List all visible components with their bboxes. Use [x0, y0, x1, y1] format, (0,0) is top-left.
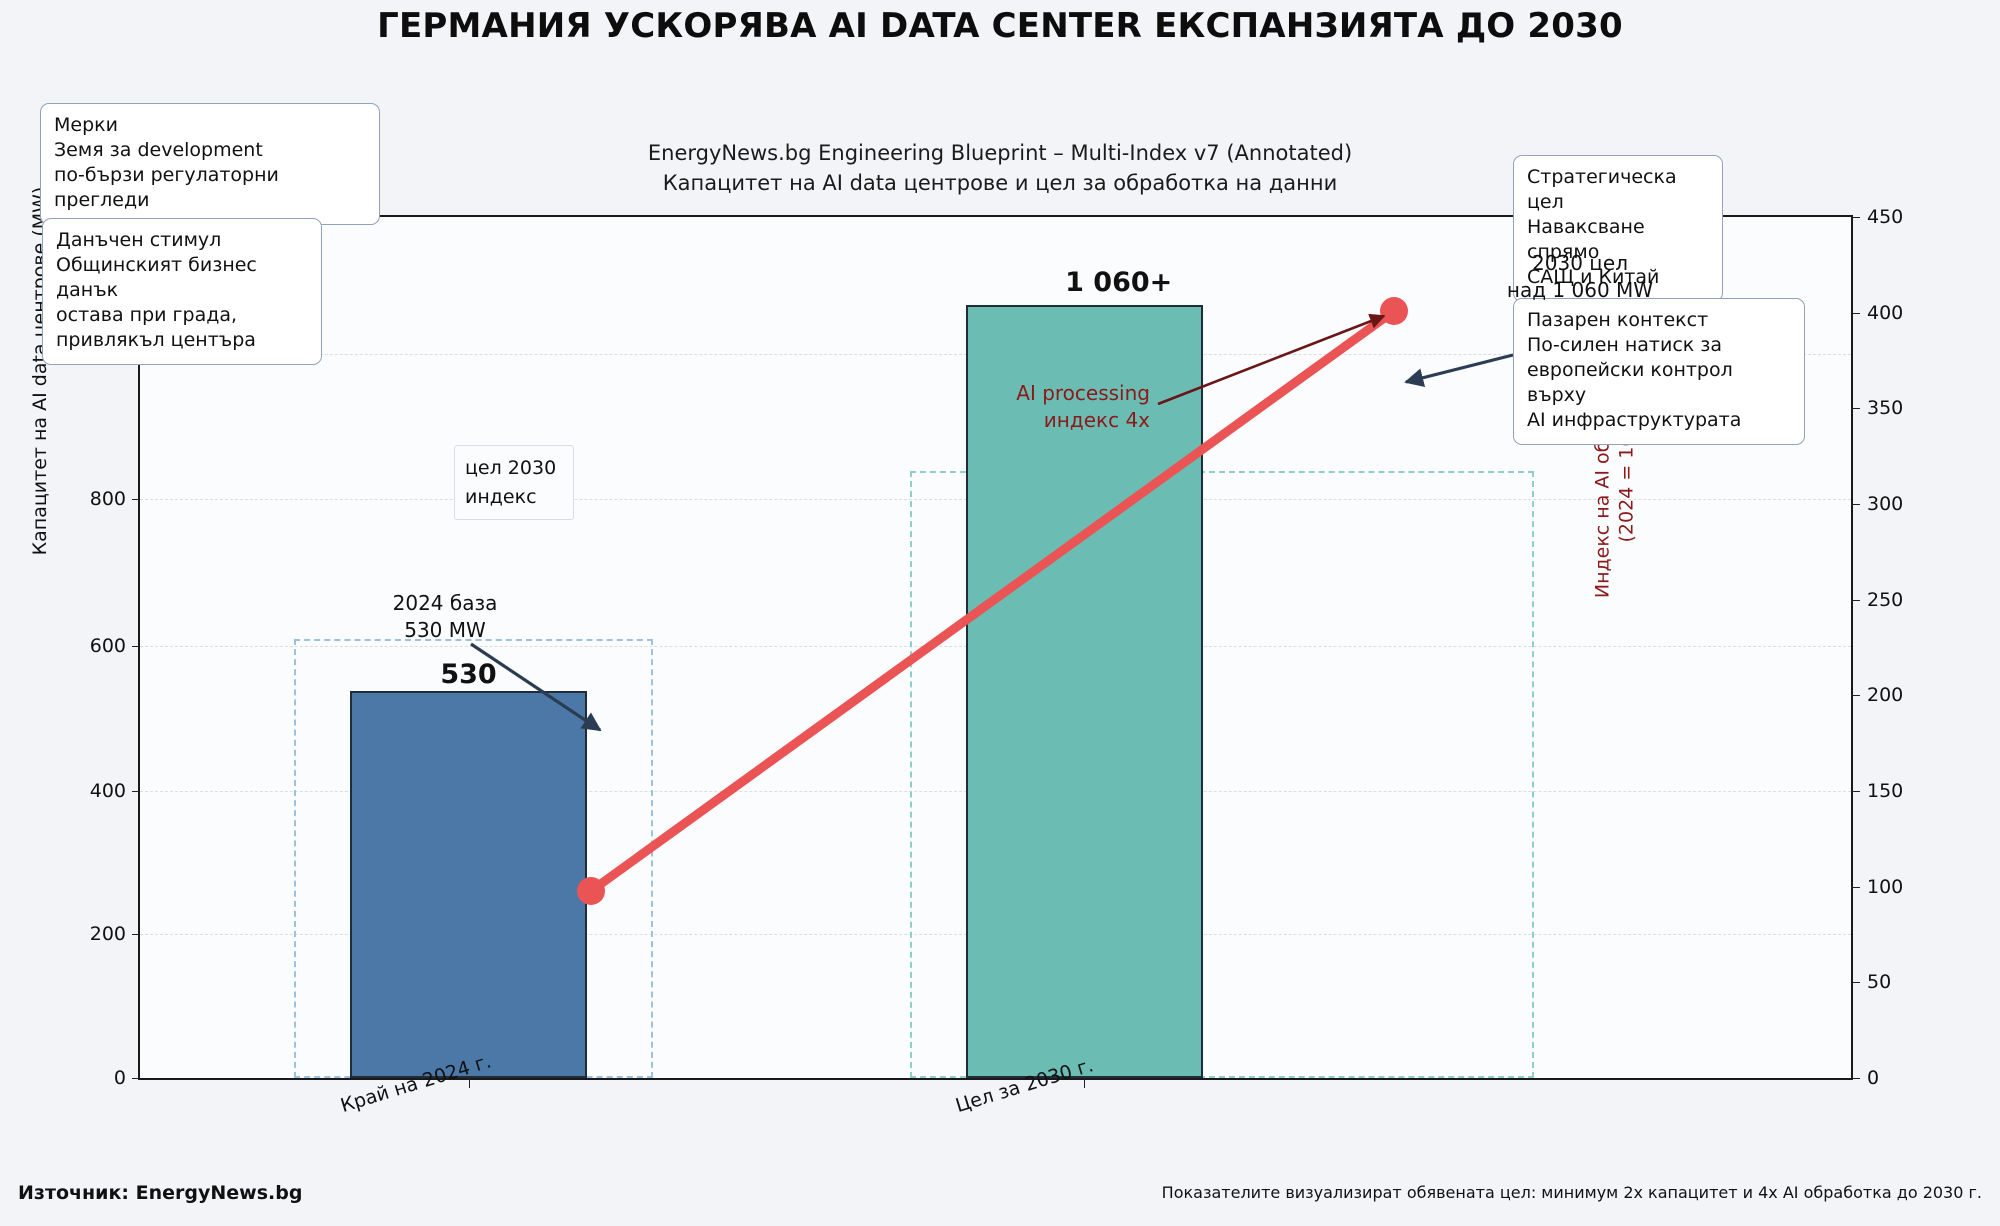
y-tick-left: 400 [90, 780, 141, 802]
callout-tax-incentive[interactable]: Данъчен стимул Общинският бизнес данък о… [42, 218, 322, 366]
chart-title-line1: EnergyNews.bg Engineering Blueprint – Mu… [647, 141, 1353, 165]
callout-measures[interactable]: Мерки Земя за development по-бързи регул… [40, 103, 380, 226]
y-tick-left: 200 [90, 923, 141, 945]
bar-2024[interactable] [350, 691, 587, 1078]
callout-market-context[interactable]: Пазарен контекст По-силен натиск за евро… [1513, 298, 1805, 446]
x-tick [468, 1078, 470, 1088]
bar-value-2024: 530 [440, 658, 497, 690]
y-tick-right: 200 [1851, 684, 1903, 706]
note-2024-base: 2024 база 530 MW [392, 591, 498, 643]
footnote-label: Показателите визуализират обявената цел:… [1161, 1183, 1982, 1202]
x-tick [1084, 1078, 1086, 1088]
y-tick-right: 150 [1851, 780, 1903, 802]
y-tick-right: 250 [1851, 589, 1903, 611]
y-tick-right: 350 [1851, 397, 1903, 419]
callout-strategic-goal[interactable]: Стратегическа цел Наваксване спрямо САЩ … [1513, 155, 1723, 303]
bar-value-2030: 1 060+ [1065, 266, 1173, 298]
y-tick-right: 450 [1851, 206, 1903, 228]
y-tick-left: 800 [90, 488, 141, 510]
y-tick-right: 400 [1851, 302, 1903, 324]
y-tick-left: 0 [114, 1067, 141, 1089]
legend-entry-target: цел 2030 [465, 457, 557, 479]
note-ai-index: AI processing индекс 4x [1016, 381, 1150, 433]
y-tick-left: 600 [90, 635, 141, 657]
y-tick-right: 100 [1851, 876, 1903, 898]
source-label: Източник: EnergyNews.bg [18, 1182, 303, 1204]
legend-entry-index: индекс [465, 485, 537, 508]
note-2030-target: 2030 цел над 1 060 MW [1506, 251, 1654, 303]
chart-legend[interactable]: цел 2030 индекс [454, 445, 574, 520]
y-tick-right: 0 [1851, 1067, 1879, 1089]
y-tick-right: 300 [1851, 493, 1903, 515]
y-tick-right: 50 [1851, 971, 1891, 993]
page-title: ГЕРМАНИЯ УСКОРЯВА AI DATA CENTER ЕКСПАНЗ… [377, 6, 1623, 46]
